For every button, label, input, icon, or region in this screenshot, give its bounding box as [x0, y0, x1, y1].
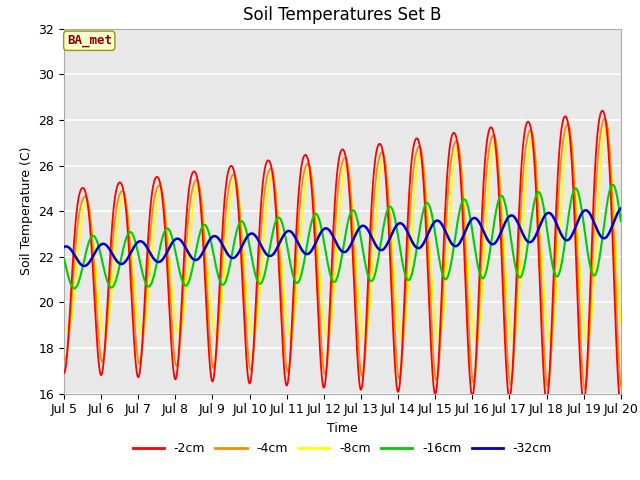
-2cm [463, 306, 470, 312]
-8cm [617, 320, 625, 325]
-32cm [133, 240, 141, 246]
Line: -4cm: -4cm [64, 119, 621, 389]
-4cm [348, 201, 355, 206]
-4cm [601, 116, 609, 121]
Line: -16cm: -16cm [64, 185, 621, 288]
-32cm [348, 240, 356, 245]
-4cm [60, 354, 68, 360]
-8cm [602, 124, 610, 130]
-16cm [268, 236, 275, 242]
-8cm [267, 173, 275, 179]
-4cm [581, 386, 589, 392]
-4cm [267, 166, 275, 171]
-2cm [581, 396, 589, 402]
-32cm [268, 253, 275, 259]
-16cm [581, 232, 589, 238]
-2cm [208, 377, 216, 383]
-4cm [133, 347, 141, 353]
Line: -2cm: -2cm [64, 111, 621, 405]
-8cm [463, 237, 470, 242]
-32cm [60, 244, 68, 250]
Y-axis label: Soil Temperature (C): Soil Temperature (C) [20, 147, 33, 276]
-2cm [617, 402, 625, 408]
-32cm [463, 224, 471, 230]
Line: -8cm: -8cm [64, 127, 621, 343]
-32cm [208, 234, 216, 240]
-16cm [609, 182, 616, 188]
-4cm [463, 269, 470, 275]
-4cm [208, 356, 216, 361]
-16cm [60, 256, 68, 262]
-16cm [617, 218, 625, 224]
-16cm [70, 286, 78, 291]
-8cm [60, 317, 68, 323]
-2cm [133, 370, 141, 375]
Title: Soil Temperatures Set B: Soil Temperatures Set B [243, 6, 442, 24]
X-axis label: Time: Time [327, 422, 358, 435]
-32cm [617, 205, 625, 211]
-2cm [60, 370, 68, 376]
-2cm [348, 225, 355, 230]
-16cm [208, 244, 216, 250]
-8cm [208, 310, 216, 316]
-16cm [348, 208, 356, 214]
Legend: -2cm, -4cm, -8cm, -16cm, -32cm: -2cm, -4cm, -8cm, -16cm, -32cm [127, 437, 557, 460]
-32cm [581, 207, 589, 213]
-4cm [617, 384, 625, 389]
-2cm [598, 108, 606, 114]
-4cm [581, 386, 589, 392]
-16cm [133, 247, 141, 252]
-8cm [133, 305, 141, 311]
-2cm [267, 162, 275, 168]
-8cm [584, 340, 591, 346]
-16cm [463, 201, 471, 206]
-8cm [581, 329, 589, 335]
-32cm [80, 263, 88, 269]
Text: BA_met: BA_met [67, 34, 112, 47]
Line: -32cm: -32cm [64, 208, 621, 266]
-8cm [348, 193, 355, 199]
